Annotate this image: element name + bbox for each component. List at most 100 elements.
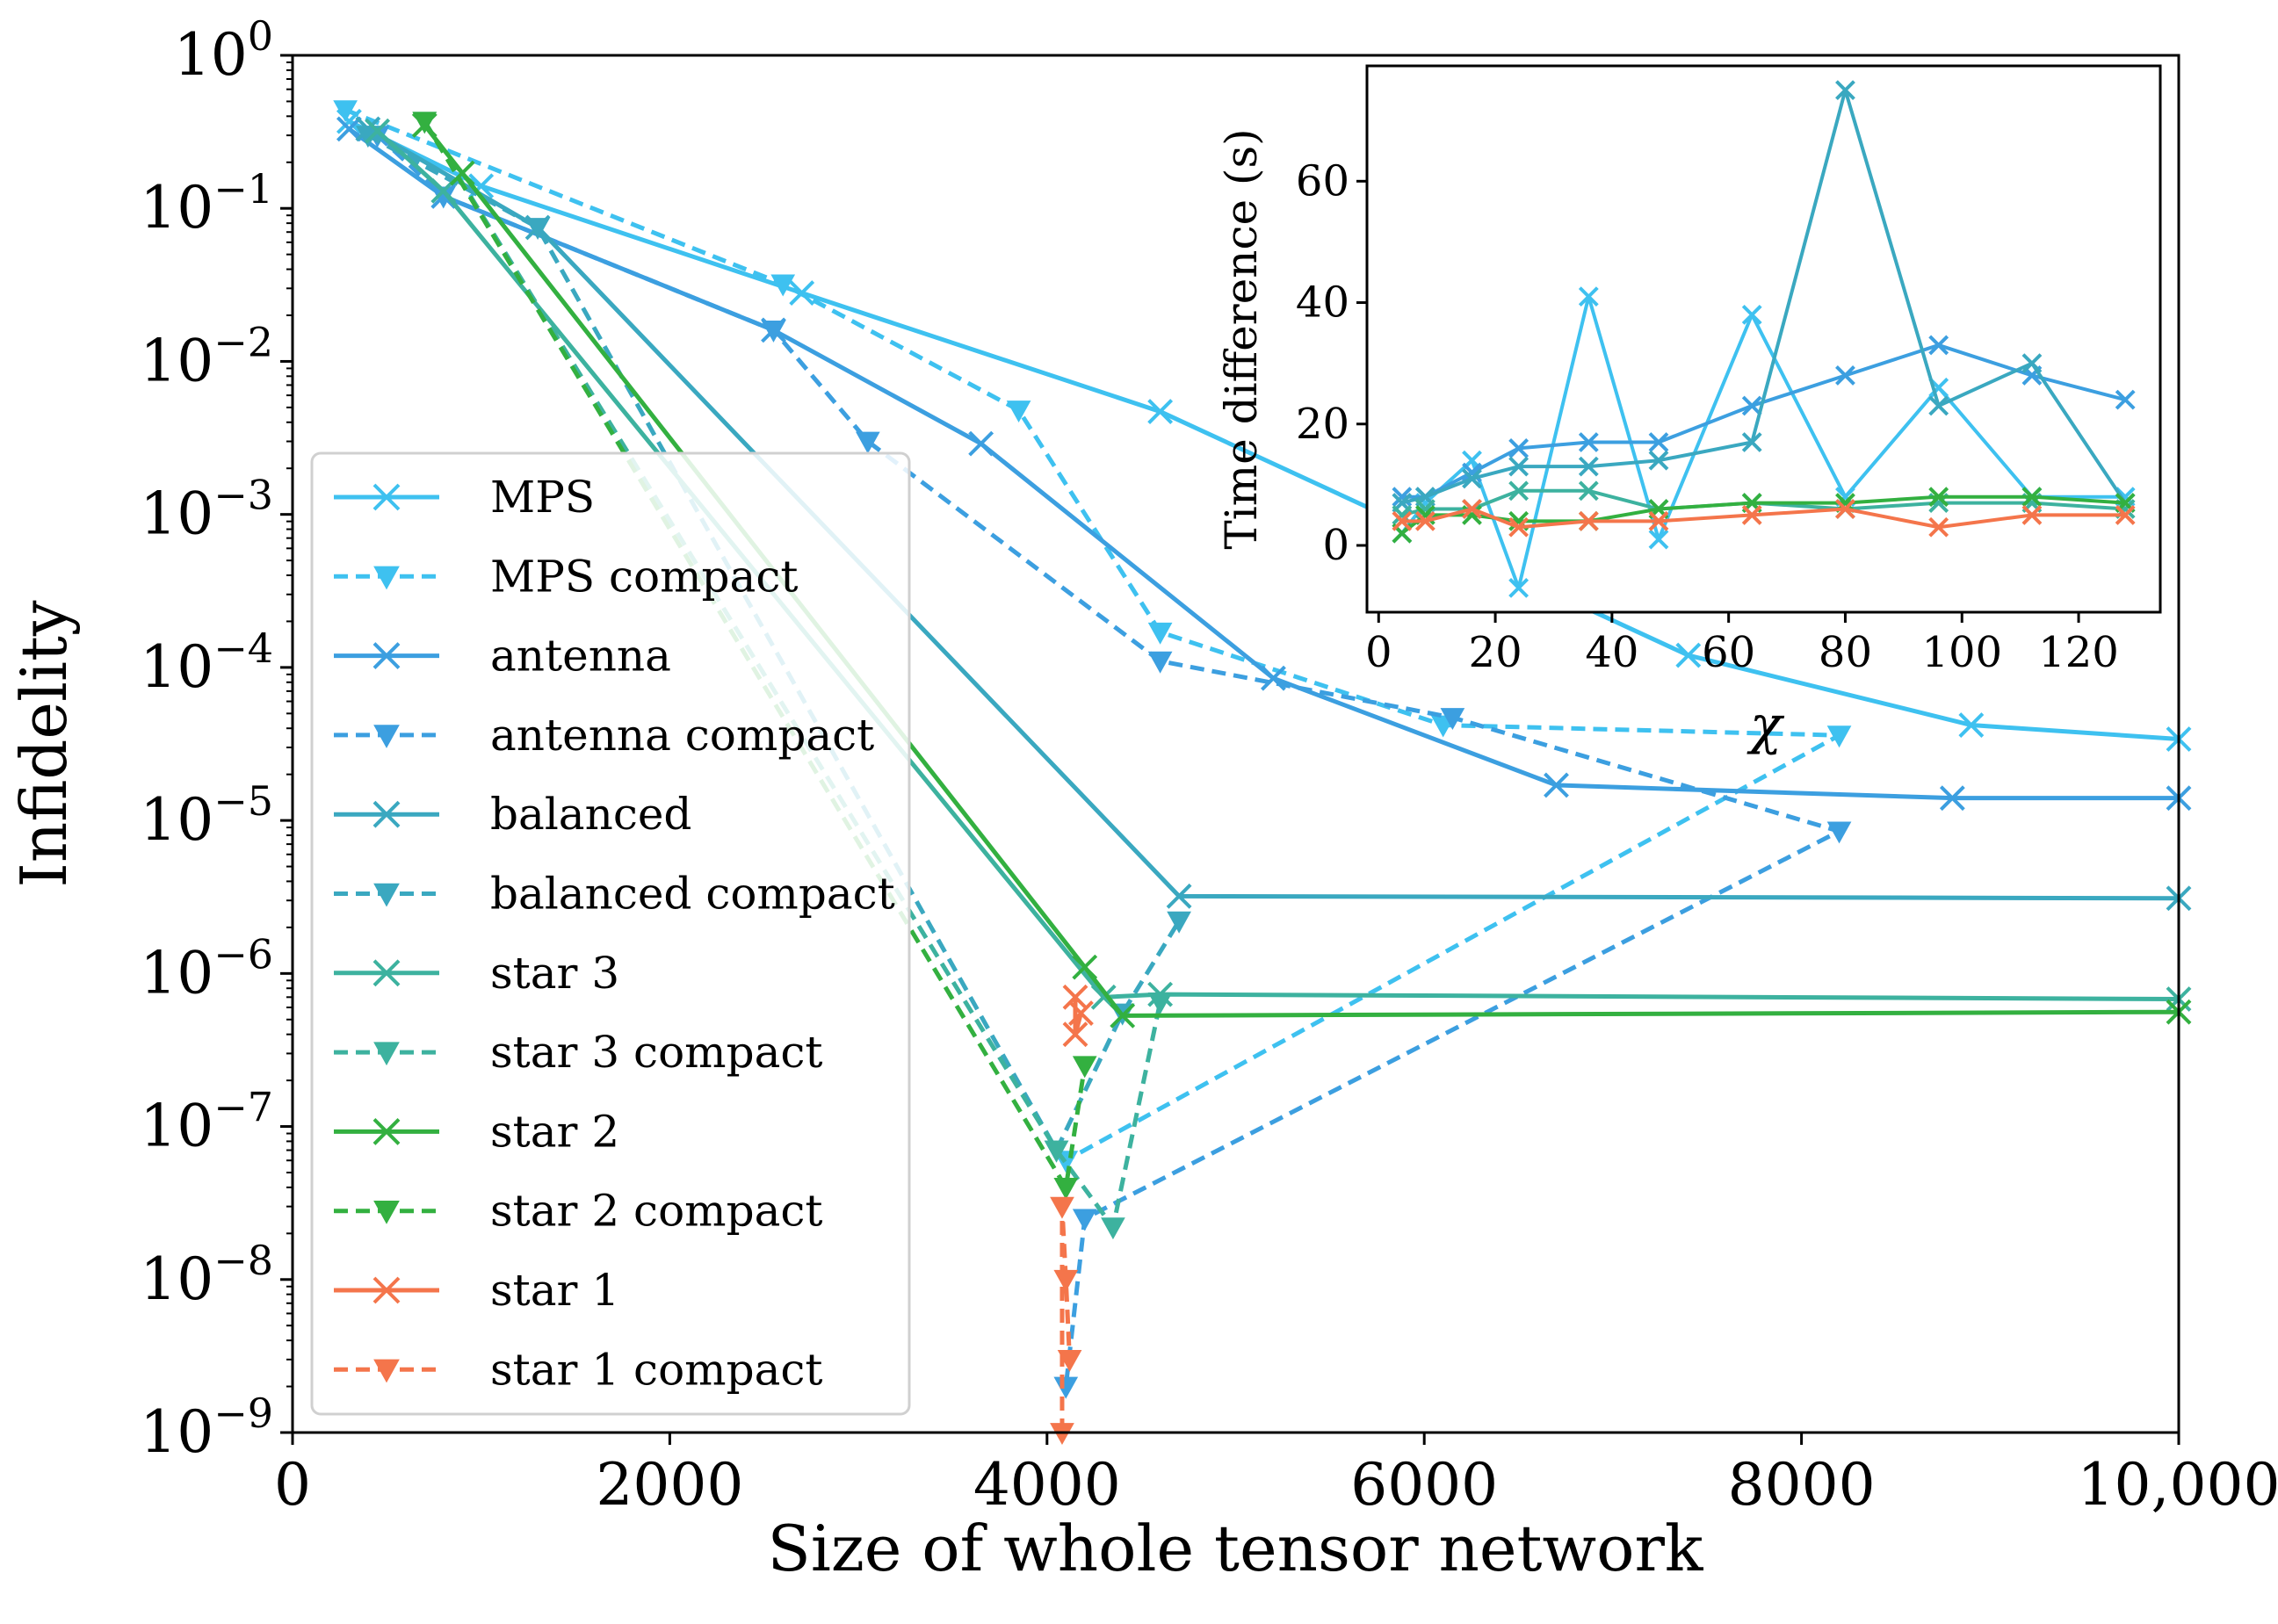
inset-data-point (2021, 505, 2043, 525)
inset-data-point (1508, 437, 1530, 458)
legend-box (310, 451, 911, 1416)
data-point (1147, 651, 1173, 674)
inset-data-point (1462, 468, 1482, 489)
data-point (1050, 1196, 1074, 1219)
inset-data-point (1928, 516, 1949, 538)
inset-series-group (1392, 80, 2136, 598)
data-point (1057, 1349, 1082, 1372)
inset-data-point (2115, 389, 2136, 410)
main-y-axis-title: Infidelity (7, 600, 81, 888)
data-point (336, 116, 362, 142)
inset-x-tick-label: 120 (2038, 628, 2119, 677)
data-point (333, 100, 358, 123)
legend-label: balanced compact (490, 869, 895, 920)
data-point (1147, 622, 1173, 645)
inset-data-point (1835, 365, 1855, 386)
legend-marker (372, 1117, 401, 1145)
main-y-tick-label: 10−1 (140, 165, 273, 242)
data-point (1440, 708, 1465, 731)
inset-y-tick-label: 40 (1296, 278, 1349, 328)
data-point (1072, 1056, 1097, 1079)
data-point (761, 320, 786, 343)
data-point (412, 112, 438, 134)
inset-data-point (1741, 432, 1762, 452)
data-point (1062, 1021, 1088, 1048)
inset-chart: 0 20 40 60 80 100 120 0 20 40 60 χ Time difference… (1216, 64, 2162, 756)
inset-y-tick-label: 0 (1322, 521, 1349, 570)
inset-x-tick-label: 60 (1702, 628, 1755, 677)
data-point (365, 118, 391, 144)
legend-marker (373, 883, 400, 907)
main-x-tick-label: 4000 (973, 1451, 1121, 1519)
data-point (1958, 712, 1985, 738)
inset-data-point (1414, 510, 1436, 531)
inset-y-tick-label: 60 (1296, 156, 1349, 206)
inset-data-point (1648, 450, 1669, 471)
legend-marker (373, 1201, 400, 1224)
legend-label: star 2 compact (490, 1186, 823, 1237)
legend-marker (372, 959, 401, 987)
main-x-axis-title: Size of whole tensor network (768, 1512, 1704, 1585)
inset-x-tick-label: 40 (1585, 628, 1638, 677)
main-y-tick-label: 10−9 (140, 1389, 273, 1466)
inset-data-point (2021, 353, 2043, 374)
inset-data-point (1578, 286, 1599, 307)
legend-item: MPS compact (334, 551, 798, 602)
data-point (1939, 785, 1965, 812)
data-point (1147, 992, 1173, 1014)
legend-marker (372, 800, 401, 828)
legend-item: star 1 compact (334, 1344, 823, 1395)
legend-item: antenna compact (334, 710, 874, 761)
legend-marker (372, 483, 401, 511)
legend-label: star 1 (490, 1265, 619, 1316)
legend-item: balanced compact (334, 869, 895, 920)
inset-data-point (1392, 510, 1413, 531)
data-point (1006, 401, 1031, 423)
legend-item: antenna (334, 631, 671, 682)
legend-marker (373, 725, 400, 748)
inset-data-point (1928, 335, 1949, 356)
main-y-tick-label: 10−7 (140, 1084, 273, 1160)
data-point (1053, 1376, 1079, 1399)
inset-data-point (1741, 304, 1762, 325)
inset-data-point (2021, 487, 2043, 508)
data-point (1166, 883, 1192, 909)
main-y-tick-label: 10−2 (140, 318, 273, 394)
inset-data-point (1835, 80, 1855, 101)
main-x-tick-label: 8000 (1728, 1451, 1876, 1519)
series-line (423, 119, 1088, 1190)
main-axis-ticks: 0 2000 4000 6000 8000 10,00010010−110−210−310… (140, 12, 2278, 1519)
legend-label: MPS compact (490, 551, 798, 602)
legend-item: MPS (334, 472, 595, 523)
inset-x-tick-label: 80 (1819, 628, 1872, 677)
legend-marker (372, 1276, 401, 1304)
legend-item: balanced (334, 789, 691, 840)
legend-item: star 1 (334, 1265, 619, 1316)
legend-item: star 3 (334, 948, 619, 999)
main-x-tick-label: 0 (274, 1451, 311, 1519)
data-point (1826, 725, 1852, 748)
legend-marker (373, 1359, 400, 1383)
legend-item: star 2 compact (334, 1186, 823, 1237)
inset-data-point (1462, 499, 1482, 519)
inset-y-axis-title: Time difference (s) (1216, 128, 1267, 549)
main-y-tick-label: 10−3 (140, 472, 273, 548)
legend-label: MPS (490, 472, 595, 523)
main-y-tick-label: 100 (174, 12, 273, 89)
inset-data-point (1648, 529, 1669, 550)
data-point (1167, 911, 1191, 934)
main-x-tick-label: 10,000 (2078, 1451, 2278, 1519)
data-point (1053, 1269, 1079, 1292)
inset-x-tick-label: 0 (1365, 628, 1392, 677)
data-point (770, 274, 796, 297)
series-star-1-compact (1050, 1196, 1082, 1446)
legend-item: star 3 compact (334, 1027, 823, 1078)
main-series-group (333, 100, 2192, 1446)
legend-label: balanced (490, 789, 691, 840)
data-point (1110, 1002, 1136, 1029)
inset-data-point (1741, 395, 1762, 416)
data-point (1826, 821, 1852, 844)
data-point (1101, 1217, 1125, 1240)
main-plot-frame (291, 54, 2180, 1434)
